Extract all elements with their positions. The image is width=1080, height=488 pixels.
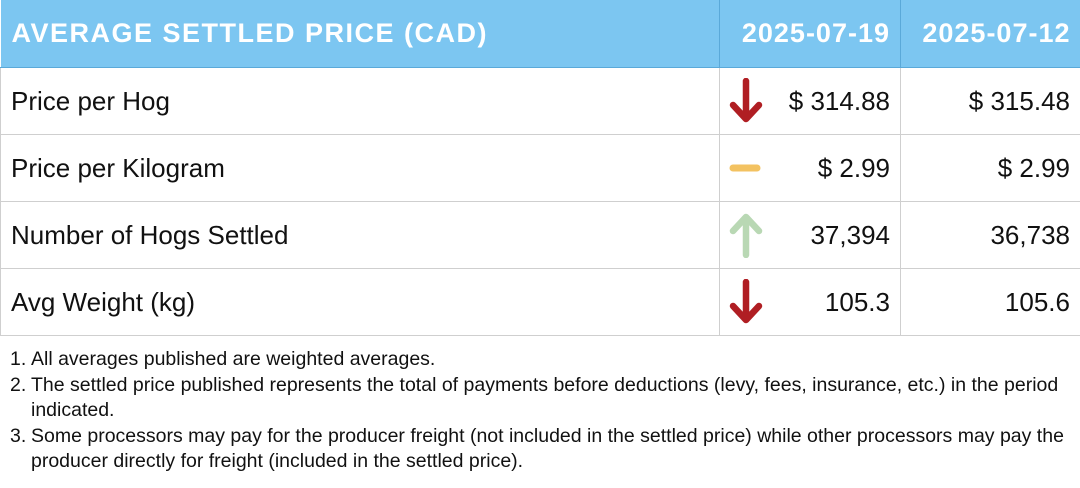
table-row: Avg Weight (kg) 105.3 105.6 — [0, 268, 1080, 336]
settled-price-table: AVERAGE SETTLED PRICE (CAD) 2025-07-19 2… — [0, 0, 1080, 336]
header-date-previous: 2025-07-12 — [900, 0, 1080, 68]
current-value: 37,394 — [810, 219, 890, 250]
previous-value: 36,738 — [900, 201, 1080, 269]
row-label: Avg Weight (kg) — [0, 268, 720, 336]
footnote-text: Some processors may pay for the producer… — [31, 424, 1064, 473]
row-label: Price per Kilogram — [0, 134, 720, 202]
previous-value: 105.6 — [900, 268, 1080, 336]
current-value-cell: $ 2.99 — [719, 134, 901, 202]
current-value-cell: 37,394 — [719, 201, 901, 269]
row-label: Price per Hog — [0, 67, 720, 135]
arrow-up-icon — [728, 212, 764, 258]
previous-value: $ 315.48 — [900, 67, 1080, 135]
dash-icon — [728, 145, 764, 191]
footnote-number: 1. — [10, 348, 27, 370]
footnote-text: The settled price published represents t… — [31, 373, 1059, 422]
footnotes: 1. All averages published are weighted a… — [10, 347, 1070, 475]
arrow-down-icon — [728, 279, 764, 325]
table-row: Number of Hogs Settled 37,394 36,738 — [0, 201, 1080, 269]
current-value: $ 2.99 — [817, 152, 890, 183]
table-row: Price per Kilogram $ 2.99 $ 2.99 — [0, 134, 1080, 202]
current-value-cell: $ 314.88 — [719, 67, 901, 135]
table-row: Price per Hog $ 314.88 $ 315.48 — [0, 67, 1080, 135]
previous-value: $ 2.99 — [900, 134, 1080, 202]
header-label: AVERAGE SETTLED PRICE (CAD) — [0, 0, 720, 68]
footnote: 1. All averages published are weighted a… — [10, 347, 1070, 373]
current-value-cell: 105.3 — [719, 268, 901, 336]
header-date-current: 2025-07-19 — [719, 0, 901, 68]
current-value: 105.3 — [824, 286, 890, 317]
footnote-number: 2. — [10, 373, 27, 396]
footnote: 2. The settled price published represent… — [10, 373, 1070, 424]
footnote: 3. Some processors may pay for the produ… — [10, 424, 1070, 475]
arrow-down-icon — [728, 78, 764, 124]
footnote-number: 3. — [10, 424, 27, 447]
current-value: $ 314.88 — [788, 85, 890, 116]
table-header-row: AVERAGE SETTLED PRICE (CAD) 2025-07-19 2… — [0, 0, 1080, 68]
row-label: Number of Hogs Settled — [0, 201, 720, 269]
footnote-text: All averages published are weighted aver… — [31, 348, 436, 370]
